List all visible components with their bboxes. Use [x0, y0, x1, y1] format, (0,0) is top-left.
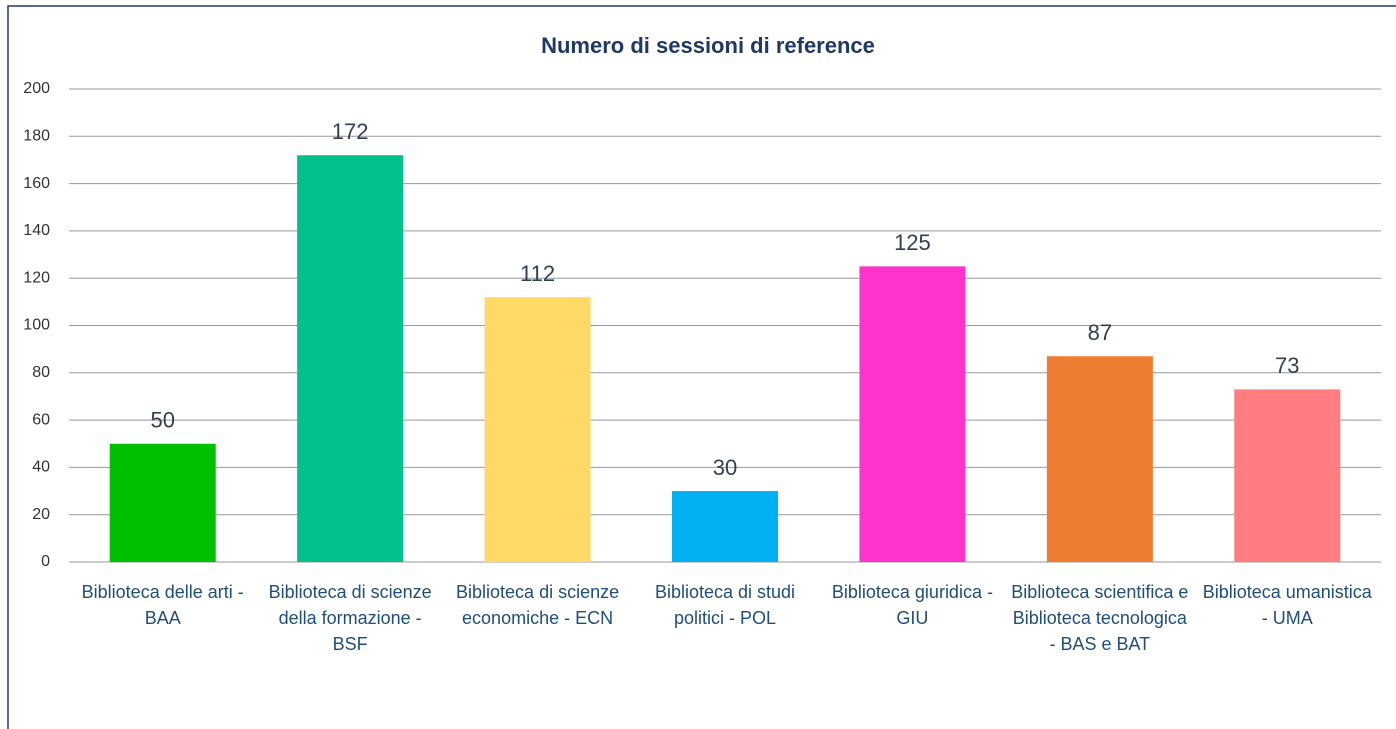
value-label: 112 [520, 261, 555, 286]
x-tick-label: Biblioteca di scienze economiche - ECN [456, 582, 620, 628]
y-tick-label: 60 [32, 411, 50, 428]
y-tick-label: 20 [32, 506, 50, 523]
chart-border [7, 5, 1396, 729]
bar [484, 297, 591, 562]
y-tick-label: 160 [23, 175, 50, 192]
y-tick-label: 100 [23, 317, 50, 334]
bar [859, 266, 966, 562]
y-tick-label: 140 [23, 222, 50, 239]
y-tick-label: 180 [23, 128, 50, 145]
y-tick-label: 0 [41, 553, 50, 570]
value-label: 125 [894, 230, 931, 255]
value-label: 30 [713, 455, 737, 480]
y-tick-label: 80 [32, 364, 50, 381]
y-tick-label: 40 [32, 459, 50, 476]
bar [1234, 389, 1341, 562]
bar [672, 491, 778, 562]
bar [297, 155, 404, 562]
y-tick-label: 120 [23, 269, 50, 286]
x-tick-label: Biblioteca giuridica - GIU [831, 582, 993, 628]
bar [109, 443, 216, 562]
x-tick-label: Biblioteca di scienze della formazione -… [268, 582, 432, 654]
chart-title: Numero di sessioni di reference [541, 33, 875, 58]
x-tick-label: Biblioteca scientifica e Biblioteca tecn… [1011, 582, 1189, 654]
x-tick-label: Biblioteca umanistica - UMA [1202, 582, 1372, 628]
x-tick-label: Biblioteca delle arti - BAA [81, 582, 244, 628]
x-tick-label: Biblioteca di studi politici - POL [654, 582, 796, 628]
value-label: 50 [150, 408, 174, 433]
value-label: 172 [332, 119, 369, 144]
value-label: 73 [1275, 353, 1299, 378]
y-tick-label: 200 [23, 80, 50, 97]
value-label: 87 [1088, 320, 1112, 345]
bar [1046, 356, 1153, 562]
